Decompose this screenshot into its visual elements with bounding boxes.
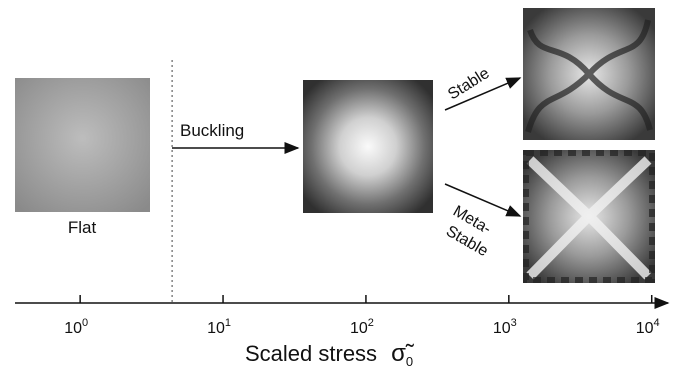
tick-exponent: 0 [82, 317, 88, 329]
tick-exponent: 2 [368, 317, 374, 329]
tick-exponent: 1 [225, 317, 231, 329]
flat-image [15, 78, 150, 212]
stable-image [523, 8, 655, 140]
figure: Flat Buckling Stable Meta- Stable Scaled… [0, 0, 683, 369]
tick-label: 100 [64, 317, 88, 337]
metastable-image [523, 150, 655, 283]
buckling-label: Buckling [180, 121, 244, 140]
tick-exponent: 3 [511, 317, 517, 329]
tick-base: 10 [207, 320, 225, 337]
tick-label: 102 [350, 317, 374, 337]
tick-base: 10 [493, 320, 511, 337]
tick-label: 101 [207, 317, 231, 337]
tick-exponent: 4 [654, 317, 660, 329]
tick-label: 104 [636, 317, 660, 337]
tick-base: 10 [350, 320, 368, 337]
buckled-image [303, 80, 433, 213]
tick-label: 103 [493, 317, 517, 337]
stable-label: Stable [445, 65, 493, 104]
tick-base: 10 [636, 320, 654, 337]
tick-base: 10 [64, 320, 82, 337]
flat-label: Flat [68, 218, 97, 237]
